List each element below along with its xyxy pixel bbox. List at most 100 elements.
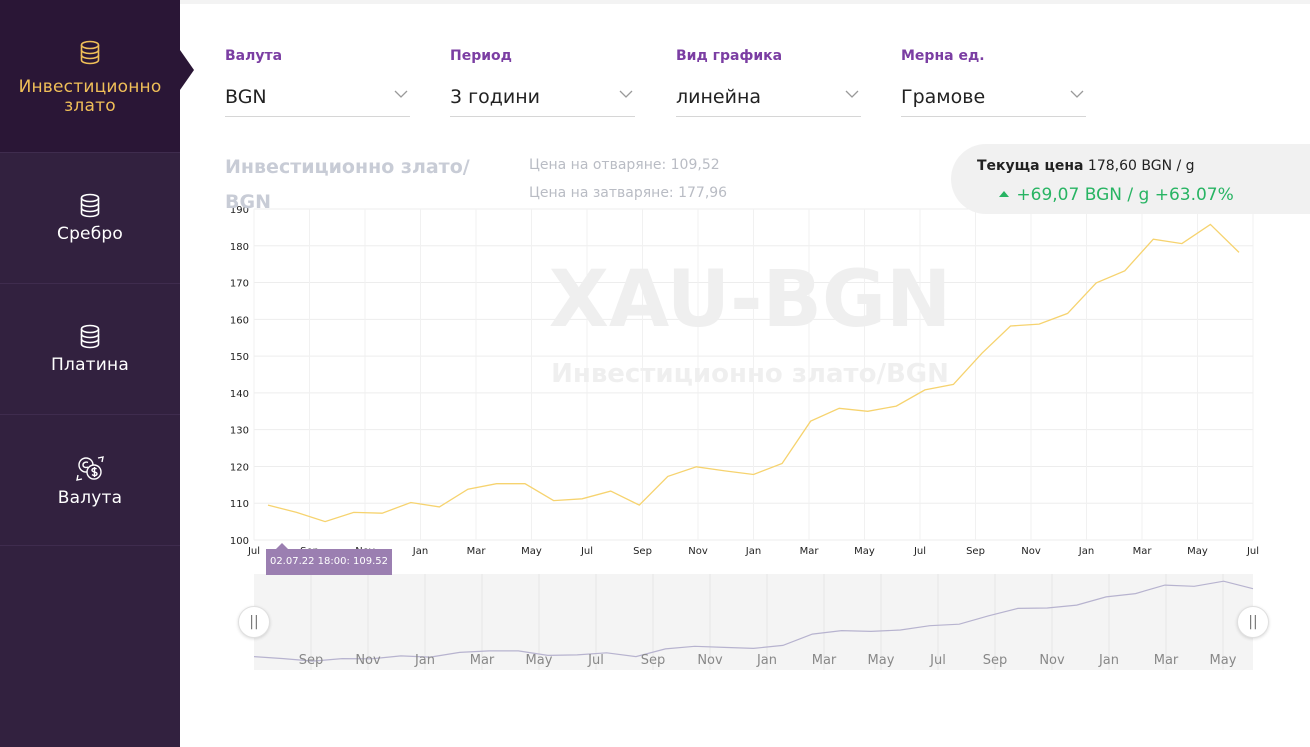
- x-tick-label: Nov: [1021, 546, 1041, 557]
- period-select[interactable]: Период 3 години: [450, 48, 635, 118]
- series-line: [267, 223, 1240, 523]
- navigator-tick-label: Jul: [587, 653, 604, 668]
- coins-stack-icon: [0, 324, 180, 354]
- sidebar-item-label: Сребро: [57, 224, 123, 244]
- x-tick-label: Jan: [745, 546, 761, 557]
- x-tick-label: Mar: [800, 546, 820, 557]
- navigator-tick-label: May: [526, 653, 553, 668]
- sidebar-item-silver[interactable]: Сребро: [0, 153, 180, 284]
- sidebar-item-currency[interactable]: Валута: [0, 415, 180, 546]
- y-tick-label: 170: [230, 279, 249, 290]
- navigator-tick-label: Mar: [470, 653, 495, 668]
- navigator-tick-label: Jan: [756, 653, 777, 668]
- sidebar-item-label: Валута: [57, 488, 123, 508]
- x-axis-ticks: JulSepNovJanMarMayJulSepNovJanMarMayJulS…: [247, 546, 1259, 557]
- select-underline: [901, 116, 1086, 117]
- top-divider: [180, 0, 1310, 4]
- navigator-tick-label: Sep: [641, 653, 666, 668]
- period-select-value: 3 години: [450, 86, 540, 108]
- navigator-tick-label: Jul: [929, 653, 946, 668]
- sidebar-item-gold[interactable]: Инвестиционно злато: [0, 0, 194, 153]
- price-change: +69,07 BGN / g +63.07%: [997, 185, 1234, 205]
- navigator-tick-label: Jan: [414, 653, 435, 668]
- navigator-left-handle[interactable]: ||: [238, 606, 270, 638]
- x-tick-label: Jan: [412, 546, 428, 557]
- currency-select[interactable]: Валута BGN: [225, 48, 410, 118]
- y-axis-ticks: 100 110 120 130 140 150 160 170 180 190: [230, 205, 249, 547]
- x-tick-label: May: [1187, 546, 1208, 557]
- navigator-ticks: Sep Nov Jan Mar May Jul Sep Nov Jan Mar May Jul Sep N…: [299, 653, 1237, 668]
- currency-exchange-icon: [0, 453, 180, 483]
- navigator-tick-label: May: [868, 653, 895, 668]
- navigator-grid: [310, 574, 1224, 670]
- open-price: Цена на отваряне: 109,52: [529, 157, 720, 173]
- unit-select-value: Грамове: [901, 86, 986, 108]
- x-tick-label: Jul: [247, 546, 260, 557]
- current-price-value: 178,60 BGN / g: [1087, 158, 1195, 174]
- x-tick-label: Jul: [580, 546, 593, 557]
- y-tick-label: 110: [230, 499, 249, 510]
- navigator-tick-label: Sep: [983, 653, 1008, 668]
- x-tick-label: May: [521, 546, 542, 557]
- navigator-tick-label: Jan: [1098, 653, 1119, 668]
- watermark-subtitle: Инвестиционно злато/BGN: [551, 359, 949, 389]
- sidebar-item-platinum[interactable]: Платина: [0, 284, 180, 415]
- x-tick-label: May: [854, 546, 875, 557]
- chart-title: Инвестиционно злато/ BGN: [225, 156, 470, 213]
- select-underline: [225, 116, 410, 117]
- chart-type-select[interactable]: Вид графика линейна: [676, 48, 861, 118]
- navigator-background[interactable]: [254, 574, 1253, 670]
- current-price-box: Текуща цена 178,60 BGN / g +69,07 BGN / …: [951, 144, 1310, 214]
- sidebar: Инвестиционно злато Сребро Платина: [0, 0, 194, 747]
- y-tick-label: 130: [230, 426, 249, 437]
- y-tick-label: 150: [230, 352, 249, 363]
- currency-select-value: BGN: [225, 86, 267, 108]
- navigator-tick-label: Nov: [697, 653, 723, 668]
- y-tick-label: 160: [230, 315, 249, 326]
- sidebar-item-label: Платина: [51, 355, 129, 375]
- navigator-right-handle[interactable]: ||: [1237, 606, 1269, 638]
- current-price: Текуща цена 178,60 BGN / g: [977, 158, 1195, 174]
- navigator-tick-label: Mar: [1154, 653, 1179, 668]
- select-underline: [676, 116, 861, 117]
- chevron-down-icon: [619, 90, 633, 98]
- navigator-tick-label: Nov: [355, 653, 381, 668]
- navigator-tick-label: May: [1210, 653, 1237, 668]
- x-tick-label: Mar: [1133, 546, 1153, 557]
- x-tick-label: Nov: [688, 546, 708, 557]
- tooltip: 02.07.22 18:00: 109.52: [266, 543, 392, 575]
- y-tick-label: 120: [230, 462, 249, 473]
- currency-select-label: Валута: [225, 48, 283, 64]
- x-tick-label: Jul: [1246, 546, 1259, 557]
- triangle-up-icon: [999, 191, 1009, 197]
- close-price: Цена на затваряне: 177,96: [529, 185, 728, 201]
- coins-stack-icon: [0, 193, 180, 223]
- chevron-down-icon: [394, 90, 408, 98]
- unit-select-label: Мерна ед.: [901, 48, 985, 64]
- chart-type-select-label: Вид графика: [676, 48, 783, 64]
- unit-select[interactable]: Мерна ед. Грамове: [901, 48, 1086, 118]
- sidebar-item-label: Инвестиционно злато: [18, 77, 162, 116]
- y-tick-label: 140: [230, 389, 249, 400]
- period-select-label: Период: [450, 48, 512, 64]
- watermark-symbol: XAU-BGN: [549, 255, 952, 345]
- navigator-line: [253, 580, 1254, 662]
- coins-stack-icon: [0, 40, 180, 70]
- current-price-label: Текуща цена: [977, 158, 1084, 174]
- select-underline: [450, 116, 635, 117]
- chevron-down-icon: [1070, 90, 1084, 98]
- y-tick-label: 190: [230, 205, 249, 216]
- chevron-down-icon: [845, 90, 859, 98]
- y-tick-label: 180: [230, 242, 249, 253]
- price-change-value: +69,07 BGN / g +63.07%: [1016, 185, 1234, 205]
- x-tick-label: Sep: [966, 546, 985, 557]
- y-tick-label: 100: [230, 536, 249, 547]
- navigator-tick-label: Mar: [812, 653, 837, 668]
- x-tick-label: Jan: [1078, 546, 1094, 557]
- chart-grid: [253, 208, 1254, 541]
- x-tick-label: Mar: [467, 546, 487, 557]
- navigator-tick-label: Sep: [299, 653, 324, 668]
- navigator-tick-label: Nov: [1039, 653, 1065, 668]
